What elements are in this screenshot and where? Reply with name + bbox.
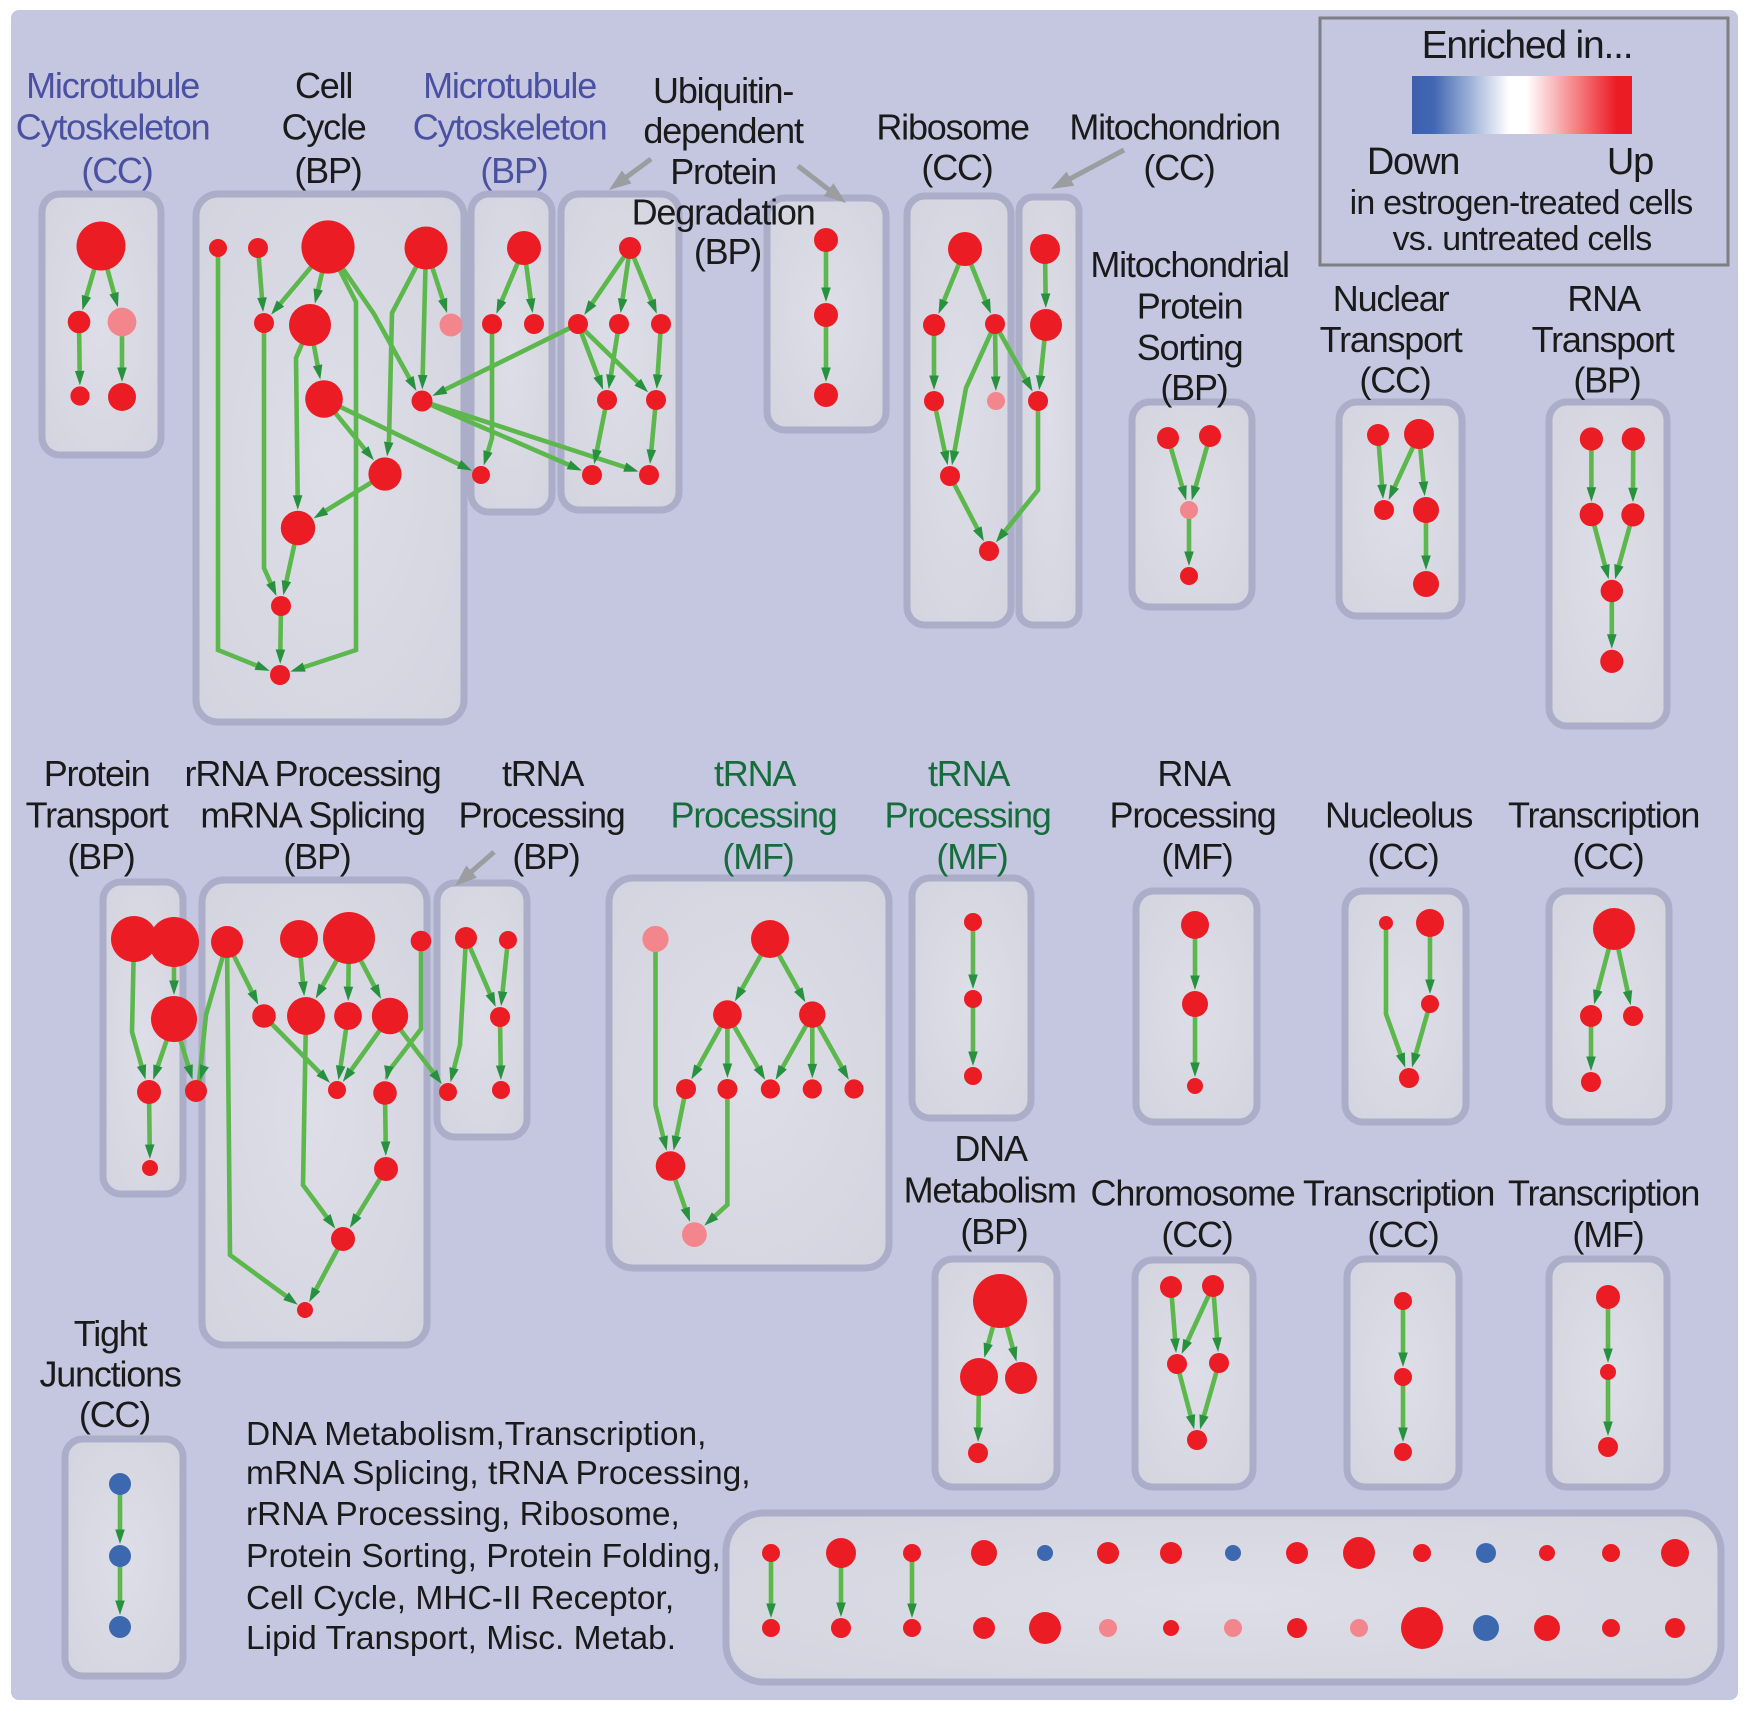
svg-text:Nucleolus (CC): Nucleolus (CC) xyxy=(1325,795,1481,878)
svg-text:Transcription (CC): Transcription (CC) xyxy=(1508,795,1708,878)
svg-text:Tight Junctions (CC): Tight Junctions (CC) xyxy=(39,1313,189,1435)
svg-text:tRNA Processing (BP): tRNA Processing (BP) xyxy=(459,753,634,877)
svg-text:Ubiquitin- dependent Protein D: Ubiquitin- dependent Protein Degradation… xyxy=(632,70,824,272)
svg-text:Mitochondrial Protein Sorting: Mitochondrial Protein Sorting (BP) xyxy=(1090,244,1297,408)
svg-text:in estrogen-treated cells: in estrogen-treated cells xyxy=(1350,184,1693,222)
svg-text:Enriched in...: Enriched in... xyxy=(1422,24,1633,67)
svg-text:Up: Up xyxy=(1607,141,1653,183)
svg-text:Protein Transport (BP): Protein Transport (BP) xyxy=(26,753,177,877)
svg-text:DNA Metabolism,Transcription,: DNA Metabolism,Transcription, mRNA Splic… xyxy=(246,1416,760,1657)
svg-text:Ribosome (CC): Ribosome (CC) xyxy=(876,107,1037,189)
svg-text:Down: Down xyxy=(1367,141,1459,183)
svg-text:Chromosome (CC): Chromosome (CC) xyxy=(1091,1173,1304,1256)
svg-text:Transcription (CC): Transcription (CC) xyxy=(1303,1173,1503,1256)
svg-text:DNA Metabolism (BP): DNA Metabolism (BP) xyxy=(904,1128,1085,1252)
svg-text:Cell Cycle (BP): Cell Cycle (BP) xyxy=(282,65,375,191)
svg-text:Mitochondrion (CC): Mitochondrion (CC) xyxy=(1069,107,1288,189)
svg-text:tRNA Processing (MF): tRNA Processing (MF) xyxy=(885,753,1060,877)
svg-text:Microtubule Cytoskeleton (BP): Microtubule Cytoskeleton (BP) xyxy=(413,65,616,191)
svg-text:Transcription (MF): Transcription (MF) xyxy=(1508,1173,1708,1256)
svg-text:RNA Transport (BP): RNA Transport (BP) xyxy=(1532,278,1683,401)
svg-text:tRNA Processing (MF): tRNA Processing (MF) xyxy=(671,753,846,877)
svg-text:Microtubule Cytoskeleton (CC): Microtubule Cytoskeleton (CC) xyxy=(16,65,219,191)
svg-text:Nuclear Transport (CC): Nuclear Transport (CC) xyxy=(1320,278,1471,401)
svg-text:RNA Processing (MF): RNA Processing (MF) xyxy=(1110,753,1285,877)
svg-text:rRNA Processing mRNA Splicing: rRNA Processing mRNA Splicing (BP) xyxy=(185,753,450,877)
svg-text:vs. untreated cells: vs. untreated cells xyxy=(1393,220,1652,258)
